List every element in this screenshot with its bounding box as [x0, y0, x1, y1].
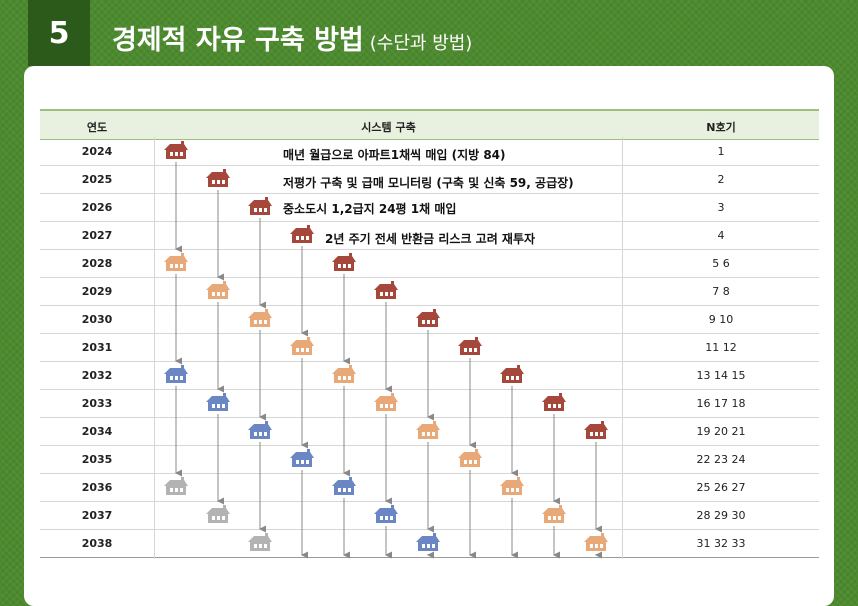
year-cell: 2037	[81, 509, 113, 522]
table-row: 2025 2	[40, 165, 819, 194]
strategy-annotation: 중소도시 1,2급지 24평 1채 매입	[283, 202, 457, 216]
n-units-cell: 1	[717, 145, 725, 158]
content-panel	[24, 66, 834, 606]
header-n-units: N호기	[706, 121, 736, 134]
n-units-cell: 2	[717, 173, 725, 186]
title-main: 경제적 자유 구축 방법	[112, 25, 364, 56]
house-icon	[542, 393, 566, 411]
table-row: 2034 19 20 21	[40, 417, 819, 446]
year-cell: 2034	[81, 425, 113, 438]
table-row: 2035 22 23 24	[40, 445, 819, 474]
house-icon	[584, 533, 608, 551]
year-cell: 2027	[81, 229, 113, 242]
n-units-cell: 5 6	[712, 257, 730, 270]
n-units-cell: 31 32 33	[696, 537, 746, 550]
house-icon	[374, 505, 398, 523]
house-icon	[248, 197, 272, 215]
year-cell: 2032	[81, 369, 113, 382]
page-title: 경제적 자유 구축 방법 (수단과 방법)	[112, 18, 472, 57]
table-row: 2026 3	[40, 193, 819, 222]
house-icon	[416, 533, 440, 551]
strategy-annotation: 매년 월급으로 아파트1채씩 매입 (지방 84)	[283, 148, 506, 162]
year-cell: 2033	[81, 397, 113, 410]
n-units-cell: 22 23 24	[696, 453, 746, 466]
table-header: 연도 시스템 구축 N호기	[40, 109, 819, 140]
header-year: 연도	[86, 121, 108, 134]
house-icon	[248, 533, 272, 551]
strategy-annotation: 2년 주기 전세 반환금 리스크 고려 재투자	[325, 232, 536, 246]
n-units-cell: 4	[717, 229, 725, 242]
table-row: 2027 4	[40, 221, 819, 250]
table-row: 2036 25 26 27	[40, 473, 819, 502]
house-flow-diagram	[164, 141, 608, 559]
house-icon	[206, 281, 230, 299]
column-divider	[622, 137, 623, 559]
n-units-cell: 25 26 27	[696, 481, 746, 494]
n-units-cell: 19 20 21	[696, 425, 746, 438]
table-row: 2029 7 8	[40, 277, 819, 306]
house-icon	[416, 309, 440, 327]
year-cell: 2029	[81, 285, 113, 298]
year-cell: 2024	[81, 145, 113, 158]
house-icon	[206, 169, 230, 187]
table-row: 2028 5 6	[40, 249, 819, 278]
year-cell: 2036	[81, 481, 113, 494]
house-icon	[458, 449, 482, 467]
year-cell: 2028	[81, 257, 113, 270]
year-cell: 2025	[81, 173, 113, 186]
header-system: 시스템 구축	[361, 121, 416, 134]
n-units-cell: 9 10	[708, 313, 734, 326]
house-icon	[290, 449, 314, 467]
house-icon	[248, 309, 272, 327]
house-icon	[416, 421, 440, 439]
house-icon	[542, 505, 566, 523]
house-icon	[248, 421, 272, 439]
table-row: 2032 13 14 15	[40, 361, 819, 390]
year-cell: 2035	[81, 453, 113, 466]
column-divider	[154, 137, 155, 559]
house-icon	[332, 365, 356, 383]
house-icon	[500, 477, 524, 495]
house-icon	[164, 141, 188, 159]
table-row: 2024 1	[40, 137, 819, 166]
n-units-cell: 7 8	[712, 285, 730, 298]
header: 5 경제적 자유 구축 방법 (수단과 방법)	[0, 0, 858, 66]
n-units-cell: 16 17 18	[696, 397, 746, 410]
n-units-cell: 28 29 30	[696, 509, 746, 522]
house-icon	[164, 477, 188, 495]
house-icon	[290, 225, 314, 243]
strategy-annotation: 저평가 구축 및 급매 모니터링 (구축 및 신축 59, 공급장)	[283, 176, 574, 190]
house-icon	[164, 253, 188, 271]
table-row: 2031 11 12	[40, 333, 819, 362]
house-icon	[164, 365, 188, 383]
n-units-cell: 11 12	[705, 341, 737, 354]
table-row: 2030 9 10	[40, 305, 819, 334]
section-number: 5	[28, 0, 90, 66]
house-icon	[332, 477, 356, 495]
year-cell: 2031	[81, 341, 113, 354]
year-cell: 2030	[81, 313, 113, 326]
title-subtitle: (수단과 방법)	[369, 33, 473, 54]
house-icon	[458, 337, 482, 355]
house-icon	[206, 505, 230, 523]
n-units-cell: 13 14 15	[696, 369, 746, 382]
house-icon	[206, 393, 230, 411]
house-icon	[374, 393, 398, 411]
house-icon	[584, 421, 608, 439]
year-cell: 2026	[81, 201, 113, 214]
year-cell: 2038	[81, 537, 113, 550]
n-units-cell: 3	[717, 201, 725, 214]
house-icon	[500, 365, 524, 383]
house-icon	[332, 253, 356, 271]
house-icon	[290, 337, 314, 355]
house-icon	[374, 281, 398, 299]
